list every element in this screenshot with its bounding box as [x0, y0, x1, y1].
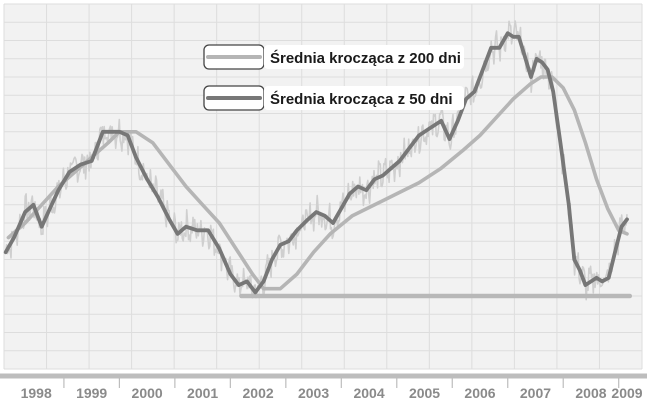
legend-label-ma50: Średnia krocząca z 50 dni: [270, 90, 453, 108]
legend-text-bg-ma50: [264, 86, 464, 110]
x-tick-label-2005: 2005: [409, 385, 440, 401]
x-tick-label-2008: 2008: [575, 385, 606, 401]
legend-item-ma200: Średnia krocząca z 200 dni: [203, 44, 464, 70]
x-tick-label-2009: 2009: [611, 385, 642, 401]
legend-text-bg-ma200: [264, 45, 464, 69]
x-tick-label-2002: 2002: [243, 385, 274, 401]
x-axis: 1998 1999 2000 2001 2002 2003 2004 2005 2006 2007…: [0, 373, 647, 401]
x-tick-label-2003: 2003: [298, 385, 329, 401]
series-line-ma200: [6, 75, 629, 291]
legend: Średnia krocząca z 200 dni Średnia krocz…: [203, 44, 464, 111]
legend-label-ma200: Średnia krocząca z 200 dni: [270, 49, 461, 67]
x-tick-label-2006: 2006: [464, 385, 495, 401]
series-layer: [3, 20, 633, 301]
x-tick-label-2000: 2000: [132, 385, 163, 401]
x-tick-label-1998: 1998: [21, 385, 52, 401]
x-tick-label-2001: 2001: [187, 385, 218, 401]
legend-item-ma50: Średnia krocząca z 50 dni: [203, 85, 464, 111]
x-tick-label-2004: 2004: [353, 385, 384, 401]
series-line-ma50: [3, 31, 629, 295]
x-tick-label-1999: 1999: [76, 385, 107, 401]
x-tick-label-2007: 2007: [520, 385, 551, 401]
